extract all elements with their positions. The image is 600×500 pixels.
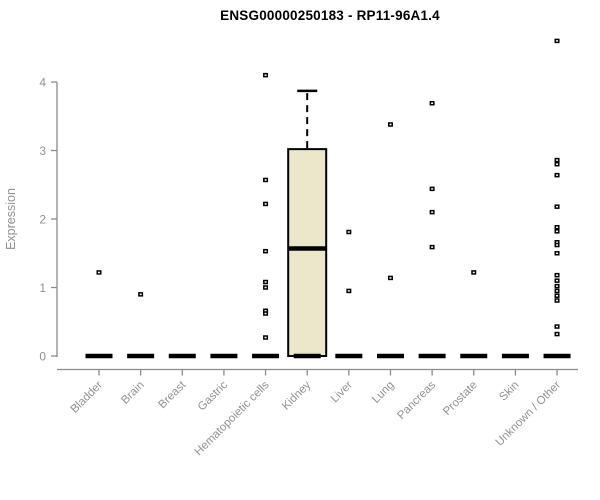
y-tick-label: 3 — [39, 144, 46, 158]
outlier-point-notch — [556, 279, 559, 282]
zero-median-dash — [210, 353, 238, 359]
outlier-point-notch — [556, 299, 559, 302]
zero-median-dash — [543, 353, 571, 359]
outlier-point-notch — [556, 241, 559, 244]
x-tick-label: Hematopoietic cells — [193, 379, 272, 458]
outlier-point-notch — [556, 333, 559, 335]
zero-median-dash — [127, 353, 155, 359]
zero-median-dash — [501, 353, 529, 359]
outlier-point-notch — [431, 102, 434, 104]
outlier-point-notch — [264, 336, 267, 339]
outlier-point-notch — [264, 286, 267, 289]
outlier-point-notch — [347, 290, 350, 292]
box-kidney — [287, 148, 328, 357]
x-tick-label: Skin — [497, 379, 521, 403]
y-tick-label: 0 — [39, 350, 46, 364]
outlier-point-notch — [264, 179, 267, 181]
x-tick-label: Pancreas — [395, 379, 438, 422]
outlier-point-notch — [556, 174, 559, 176]
zero-median-dash — [293, 353, 321, 359]
outlier-point-notch — [556, 230, 559, 233]
x-tick-label: Brain — [119, 379, 146, 406]
outlier-point-notch — [389, 123, 392, 126]
outlier-point-notch — [98, 271, 100, 274]
y-tick-label: 2 — [39, 213, 46, 227]
x-tick-label: Breast — [156, 379, 189, 412]
zero-median-dash — [85, 353, 113, 359]
y-tick-label: 1 — [39, 281, 46, 295]
outlier-point-notch — [264, 203, 267, 205]
outlier-point-notch — [139, 293, 142, 296]
outlier-point-notch — [556, 294, 559, 297]
y-axis-title: Expression — [4, 188, 18, 250]
outlier-point-notch — [556, 205, 559, 208]
outlier-point-notch — [556, 40, 559, 42]
outlier-point-notch — [264, 312, 267, 315]
outlier-point-notch — [389, 277, 392, 279]
outlier-point-notch — [556, 325, 559, 328]
x-tick-label: Lung — [370, 379, 397, 406]
zero-median-dash — [418, 353, 446, 359]
outlier-point-notch — [556, 252, 559, 254]
x-tick-label: Bladder — [69, 379, 106, 416]
outlier-point-notch — [556, 244, 559, 246]
outlier-point-notch — [264, 281, 267, 283]
outlier-point-notch — [556, 274, 559, 276]
zero-median-dash — [376, 353, 404, 359]
outlier-point-notch — [556, 159, 559, 161]
zero-median-dash — [252, 353, 280, 359]
x-tick-label: Liver — [329, 379, 355, 405]
outlier-point-notch — [556, 290, 559, 292]
outlier-point-notch — [472, 271, 475, 274]
x-tick-label: Gastric — [196, 379, 230, 413]
y-tick-label: 4 — [39, 76, 46, 90]
zero-median-dash — [460, 353, 488, 359]
zero-median-dash — [335, 353, 363, 359]
outlier-point-notch — [431, 211, 434, 213]
outlier-point-notch — [556, 226, 559, 228]
outlier-point-notch — [556, 285, 559, 287]
outlier-point-notch — [431, 246, 434, 248]
outlier-point-notch — [264, 310, 267, 312]
outlier-point-notch — [347, 231, 350, 233]
x-tick-label: Prostate — [441, 379, 480, 418]
outlier-point-notch — [431, 188, 434, 190]
x-tick-label: Kidney — [280, 379, 314, 413]
chart-title: ENSG00000250183 - RP11-96A1.4 — [220, 8, 440, 23]
outlier-point-notch — [556, 163, 559, 165]
outlier-point-notch — [264, 250, 267, 252]
zero-median-dash — [168, 353, 196, 359]
outlier-point-notch — [264, 74, 267, 76]
